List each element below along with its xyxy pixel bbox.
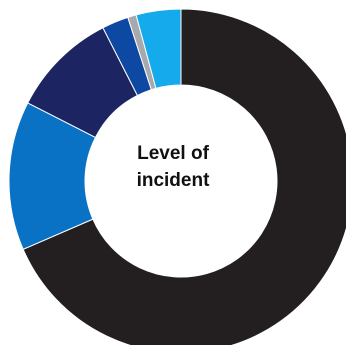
donut-center-label: Level of incident <box>100 140 246 194</box>
donut-slice-1 <box>22 8 346 345</box>
donut-slice-6 <box>135 8 182 89</box>
center-label-line2: incident <box>136 170 210 191</box>
center-label-line1: Level of <box>137 143 209 164</box>
donut-slices <box>8 8 346 345</box>
